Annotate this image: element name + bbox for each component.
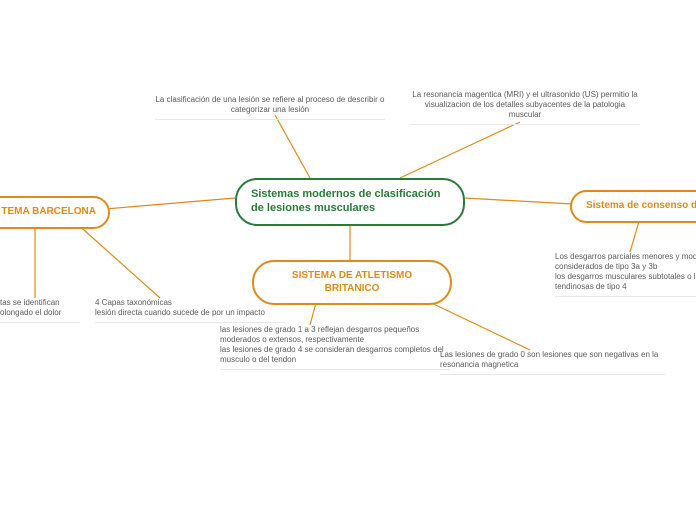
leaf-britanico-detail-2: Las lesiones de grado 0 son lesiones que… — [440, 350, 665, 375]
node-munich[interactable]: Sistema de consenso de mu — [570, 190, 696, 223]
leaf-britanico-detail-1: las lesiones de grado 1 a 3 reflejan des… — [220, 325, 450, 370]
node-barcelona[interactable]: TEMA BARCELONA — [0, 196, 110, 229]
central-node[interactable]: Sistemas modernos de clasificación de le… — [235, 178, 465, 226]
leaf-barcelona-detail-2: 4 Capas taxonómicas lesión directa cuand… — [95, 298, 285, 323]
leaf-mri-us: La resonancia magentica (MRI) y el ultra… — [410, 90, 640, 125]
leaf-barcelona-detail-1: tas se identifican olongado el dolor — [0, 298, 80, 323]
leaf-classification-def: La clasificación de una lesión se refier… — [155, 95, 385, 120]
leaf-munich-detail: Los desgarros parciales menores y modera… — [555, 252, 696, 297]
